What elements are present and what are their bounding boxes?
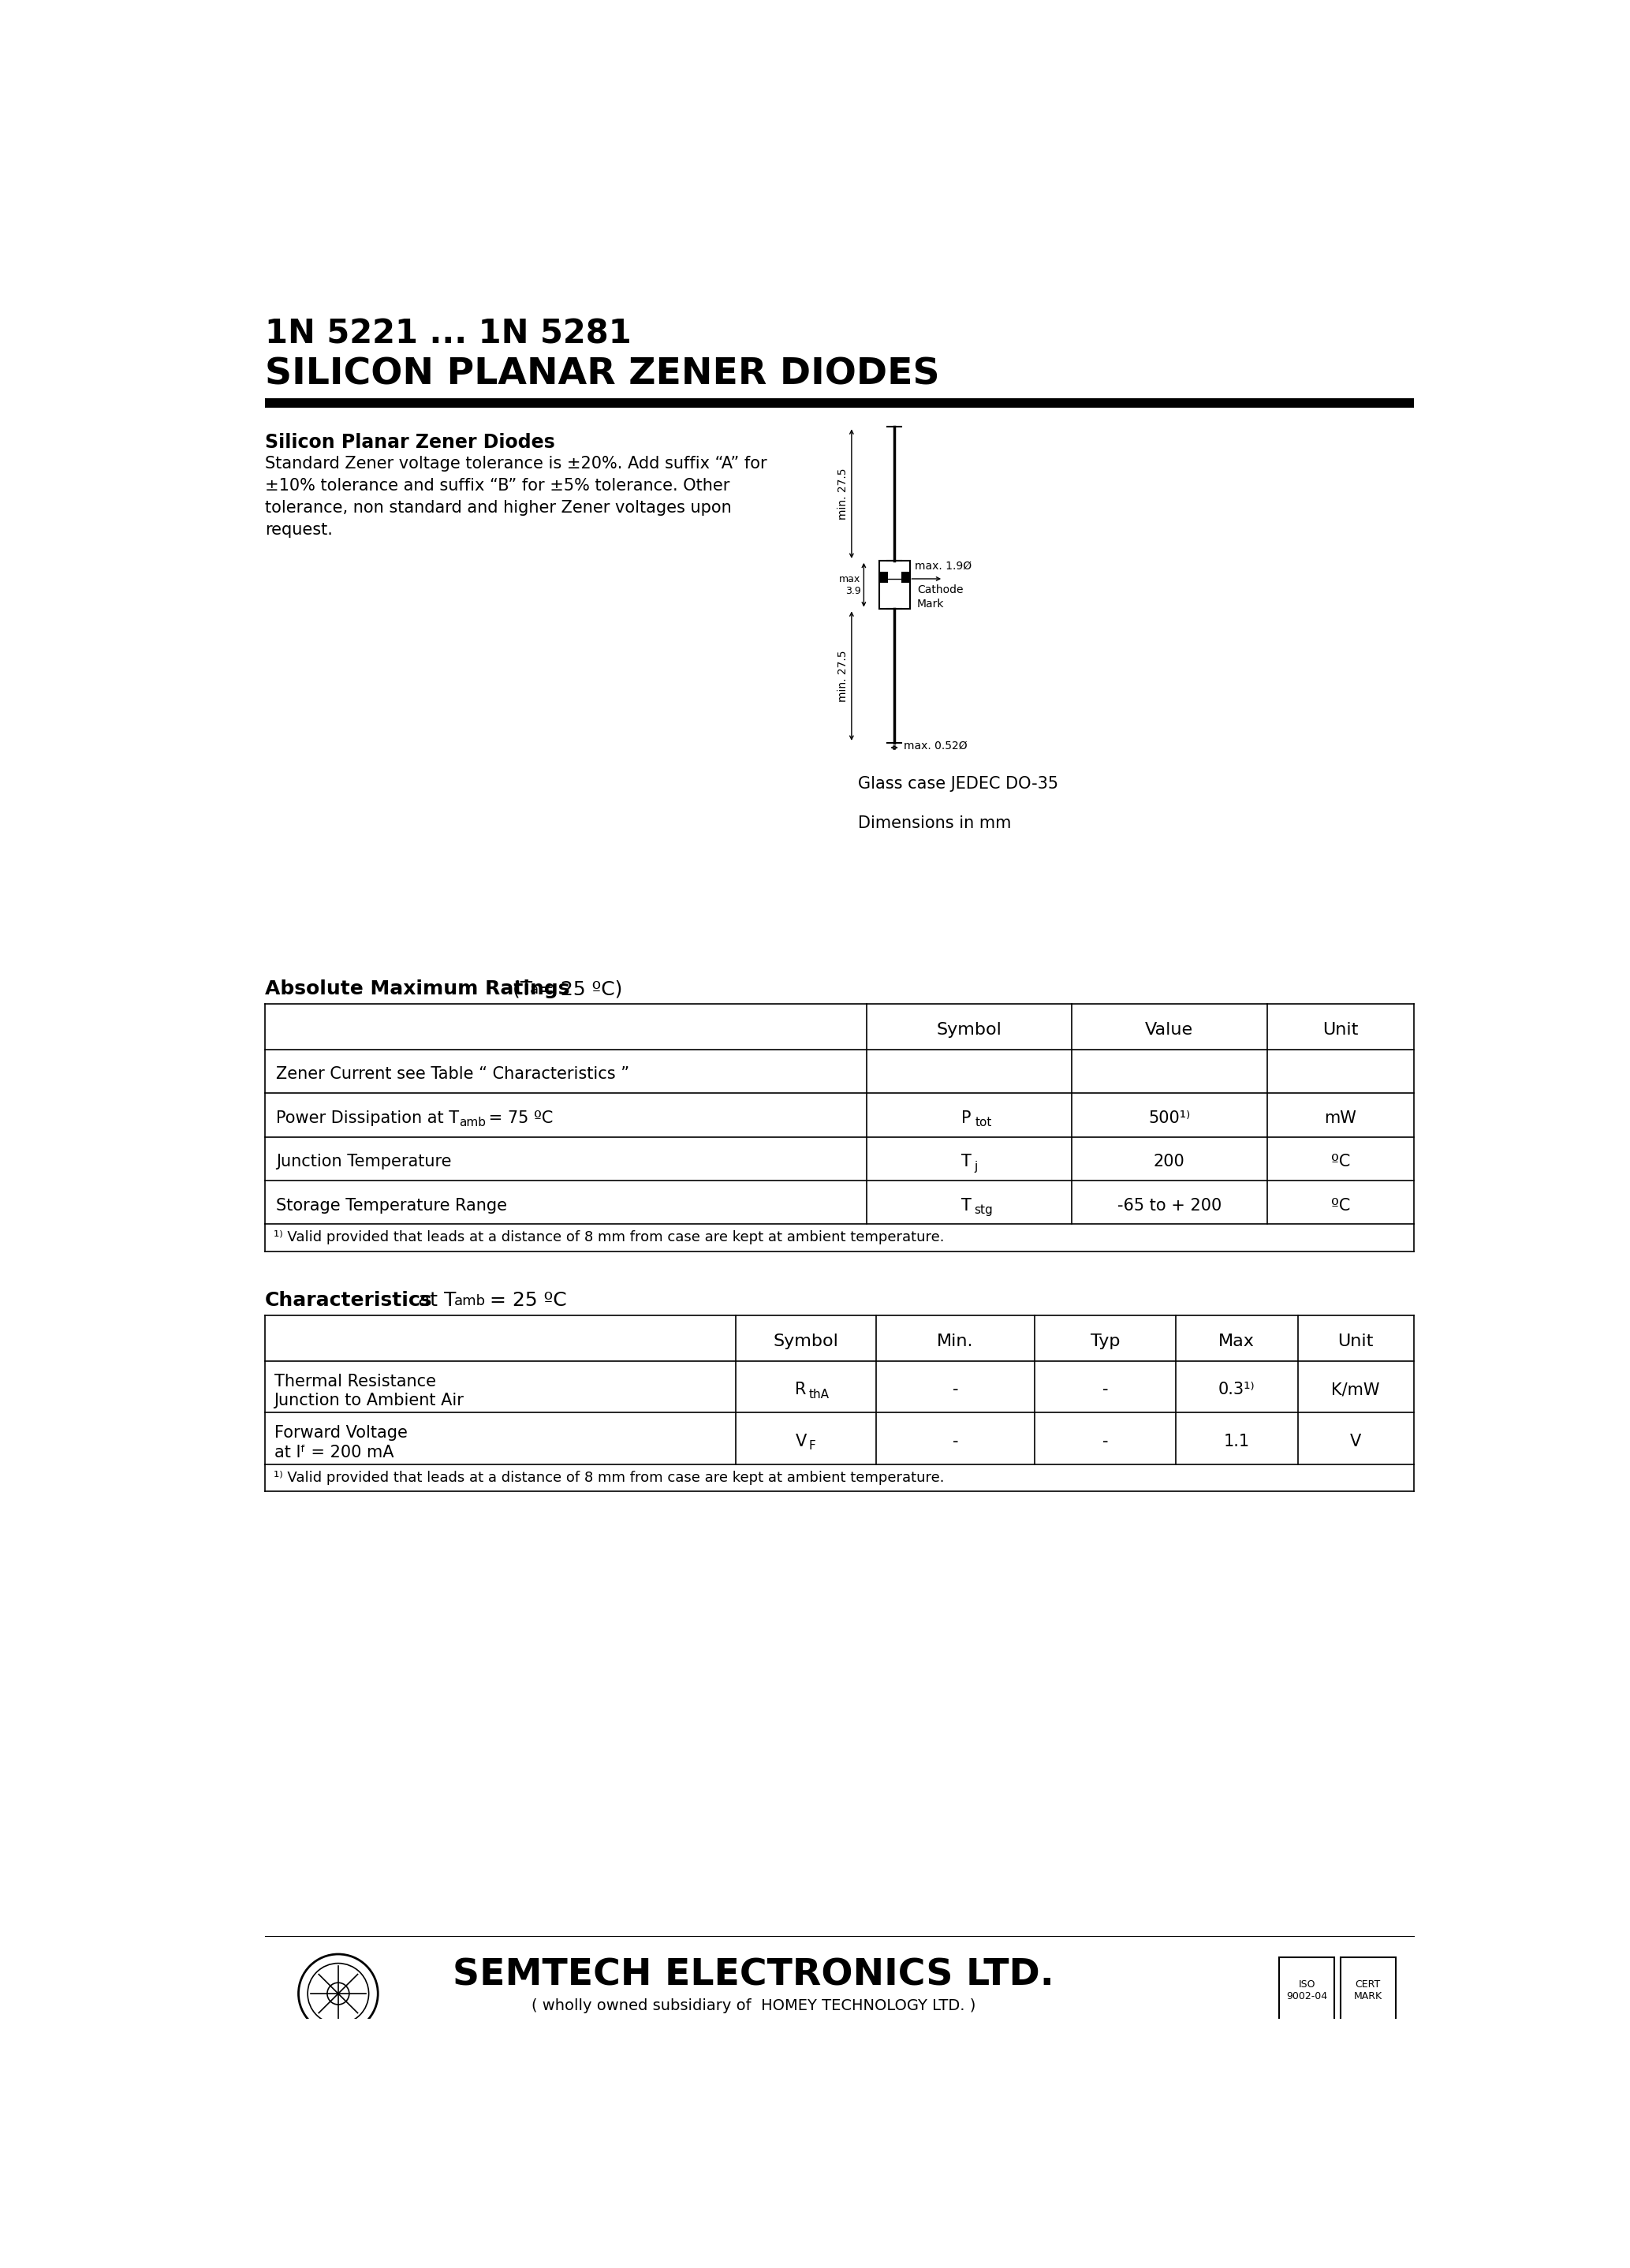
Text: -: -	[952, 1433, 958, 1449]
Text: amb: amb	[460, 1116, 486, 1127]
Text: a: a	[530, 982, 538, 998]
Text: Standard Zener voltage tolerance is ±20%. Add suffix “A” for: Standard Zener voltage tolerance is ±20%…	[264, 456, 766, 472]
Text: 1.1: 1.1	[1224, 1433, 1250, 1449]
Text: P: P	[962, 1109, 971, 1125]
Text: R: R	[795, 1381, 807, 1397]
Text: Absolute Maximum Ratings: Absolute Maximum Ratings	[264, 980, 569, 998]
Text: ¹⁾ Valid provided that leads at a distance of 8 mm from case are kept at ambient: ¹⁾ Valid provided that leads at a distan…	[274, 1470, 944, 1486]
Text: = 25 ºC): = 25 ºC)	[538, 980, 623, 998]
Text: Unit: Unit	[1322, 1023, 1358, 1036]
Text: Max: Max	[1219, 1334, 1255, 1349]
Text: at Iᶠ = 200 mA: at Iᶠ = 200 mA	[274, 1445, 393, 1461]
Text: ±10% tolerance and suffix “B” for ±5% tolerance. Other: ±10% tolerance and suffix “B” for ±5% to…	[264, 479, 730, 494]
Text: 1N 5221 ... 1N 5281: 1N 5221 ... 1N 5281	[264, 318, 631, 352]
Text: ISO
9002-04: ISO 9002-04	[1286, 1980, 1327, 2003]
Text: Thermal Resistance: Thermal Resistance	[274, 1374, 435, 1388]
Text: tolerance, non standard and higher Zener voltages upon: tolerance, non standard and higher Zener…	[264, 499, 732, 515]
Text: Characteristics: Characteristics	[264, 1290, 432, 1311]
Text: tot: tot	[975, 1116, 993, 1127]
Text: (T: (T	[507, 980, 533, 998]
Text: Typ: Typ	[1090, 1334, 1120, 1349]
Text: min. 27.5: min. 27.5	[838, 651, 849, 701]
Text: Forward Voltage: Forward Voltage	[274, 1424, 408, 1440]
Text: Junction Temperature: Junction Temperature	[275, 1154, 452, 1170]
Text: Glass case JEDEC DO-35: Glass case JEDEC DO-35	[857, 776, 1058, 792]
Text: max
3.9: max 3.9	[839, 574, 861, 596]
Text: 200: 200	[1154, 1154, 1185, 1170]
Text: j: j	[975, 1161, 978, 1173]
Text: Symbol: Symbol	[773, 1334, 838, 1349]
Text: Silicon Planar Zener Diodes: Silicon Planar Zener Diodes	[264, 433, 554, 451]
Text: Symbol: Symbol	[937, 1023, 1002, 1036]
Text: Power Dissipation at T: Power Dissipation at T	[275, 1109, 460, 1125]
Text: 500¹⁾: 500¹⁾	[1149, 1109, 1190, 1125]
Text: V: V	[1350, 1433, 1361, 1449]
Text: amb: amb	[455, 1295, 486, 1309]
Bar	[1280, 1957, 1335, 2023]
Bar	[1340, 1957, 1395, 2023]
Text: Cathode
Mark: Cathode Mark	[918, 585, 963, 610]
Text: T: T	[962, 1154, 971, 1170]
Text: max. 0.52Ø: max. 0.52Ø	[903, 739, 967, 751]
Text: thA: thA	[808, 1388, 830, 1402]
Bar	[879, 572, 888, 583]
Text: F: F	[808, 1440, 815, 1452]
Text: -: -	[1102, 1433, 1108, 1449]
Text: -: -	[1102, 1381, 1108, 1397]
Text: 0.3¹⁾: 0.3¹⁾	[1218, 1381, 1255, 1397]
Text: SEMTECH ELECTRONICS LTD.: SEMTECH ELECTRONICS LTD.	[453, 1957, 1055, 1994]
Text: Zener Current see Table “ Characteristics ”: Zener Current see Table “ Characteristic…	[275, 1066, 629, 1082]
Text: mW: mW	[1324, 1109, 1356, 1125]
Text: CERT
MARK: CERT MARK	[1355, 1980, 1382, 2003]
Text: Dimensions in mm: Dimensions in mm	[857, 816, 1011, 832]
Text: Unit: Unit	[1338, 1334, 1374, 1349]
Bar	[901, 572, 910, 583]
Text: = 75 ºC: = 75 ºC	[484, 1109, 553, 1125]
Text: Storage Temperature Range: Storage Temperature Range	[275, 1198, 507, 1213]
Bar	[879, 560, 910, 610]
Text: max. 1.9Ø: max. 1.9Ø	[914, 560, 971, 572]
Text: request.: request.	[264, 522, 333, 538]
Text: Value: Value	[1146, 1023, 1193, 1036]
Text: K/mW: K/mW	[1332, 1381, 1381, 1397]
Text: T: T	[962, 1198, 971, 1213]
Text: -: -	[952, 1381, 958, 1397]
Text: min. 27.5: min. 27.5	[838, 467, 849, 519]
Text: Min.: Min.	[937, 1334, 973, 1349]
Bar	[264, 397, 1413, 408]
Text: stg: stg	[975, 1204, 993, 1216]
Text: Junction to Ambient Air: Junction to Ambient Air	[274, 1393, 465, 1408]
Text: -65 to + 200: -65 to + 200	[1117, 1198, 1221, 1213]
Text: = 25 ºC: = 25 ºC	[484, 1290, 567, 1311]
Text: ( wholly owned subsidiary of  HOMEY TECHNOLOGY LTD. ): ( wholly owned subsidiary of HOMEY TECHN…	[531, 1998, 976, 2014]
Text: SILICON PLANAR ZENER DIODES: SILICON PLANAR ZENER DIODES	[264, 356, 939, 392]
Text: at T: at T	[411, 1290, 456, 1311]
Text: V: V	[795, 1433, 807, 1449]
Text: ºC: ºC	[1330, 1154, 1350, 1170]
Text: ¹⁾ Valid provided that leads at a distance of 8 mm from case are kept at ambient: ¹⁾ Valid provided that leads at a distan…	[274, 1232, 944, 1245]
Text: ºC: ºC	[1330, 1198, 1350, 1213]
